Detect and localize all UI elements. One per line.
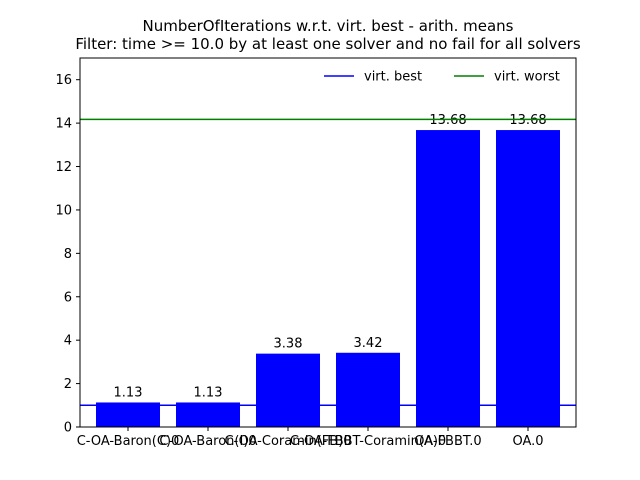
- bar: [256, 353, 320, 427]
- x-tick-label: OA-FBBT.0: [414, 434, 481, 449]
- y-tick-label: 4: [64, 334, 72, 349]
- y-tick-label: 6: [64, 290, 72, 305]
- bar-value-label: 13.68: [429, 113, 466, 128]
- y-tick-label: 14: [55, 117, 72, 132]
- y-tick-label: 8: [64, 247, 72, 262]
- bar-value-label: 1.13: [114, 385, 143, 400]
- x-tick-label: C-OA-FBBT-Coramin(A)0: [290, 434, 446, 449]
- plot-frame: [79, 57, 577, 428]
- legend-entry: virt. best: [364, 70, 422, 85]
- bar: [416, 130, 480, 427]
- y-tick-label: 0: [64, 421, 72, 436]
- bar-value-label: 13.68: [509, 113, 546, 128]
- x-tick-label: C-OA-Coramin(FB)0: [224, 434, 351, 449]
- y-tick-label: 10: [55, 203, 72, 218]
- bar: [336, 352, 400, 427]
- plot-area: 1.13 1.13 3.38 3.42 13.68 13.68 0 2 4 6 8 10 12 14 16 C…: [55, 57, 577, 449]
- bar-value-label: 1.13: [194, 385, 223, 400]
- bar-value-label: 3.38: [274, 337, 303, 352]
- y-tick-label: 2: [64, 377, 72, 392]
- y-tick-label: 12: [55, 160, 72, 175]
- legend-entry: virt. worst: [494, 70, 560, 85]
- y-tick-label: 16: [55, 73, 72, 88]
- bar: [176, 402, 240, 427]
- bar: [496, 130, 560, 427]
- chart-subtitle: Filter: time >= 10.0 by at least one sol…: [75, 35, 581, 53]
- x-tick-label: C-OA-Baron(C)0: [77, 434, 180, 449]
- x-tick-label: C-OA-Baron(I)0: [159, 434, 256, 449]
- bar-value-label: 3.42: [354, 336, 383, 351]
- chart-title: NumberOfIterations w.r.t. virt. best - a…: [142, 17, 513, 35]
- bar: [96, 402, 160, 427]
- x-tick-label: OA.0: [512, 434, 543, 449]
